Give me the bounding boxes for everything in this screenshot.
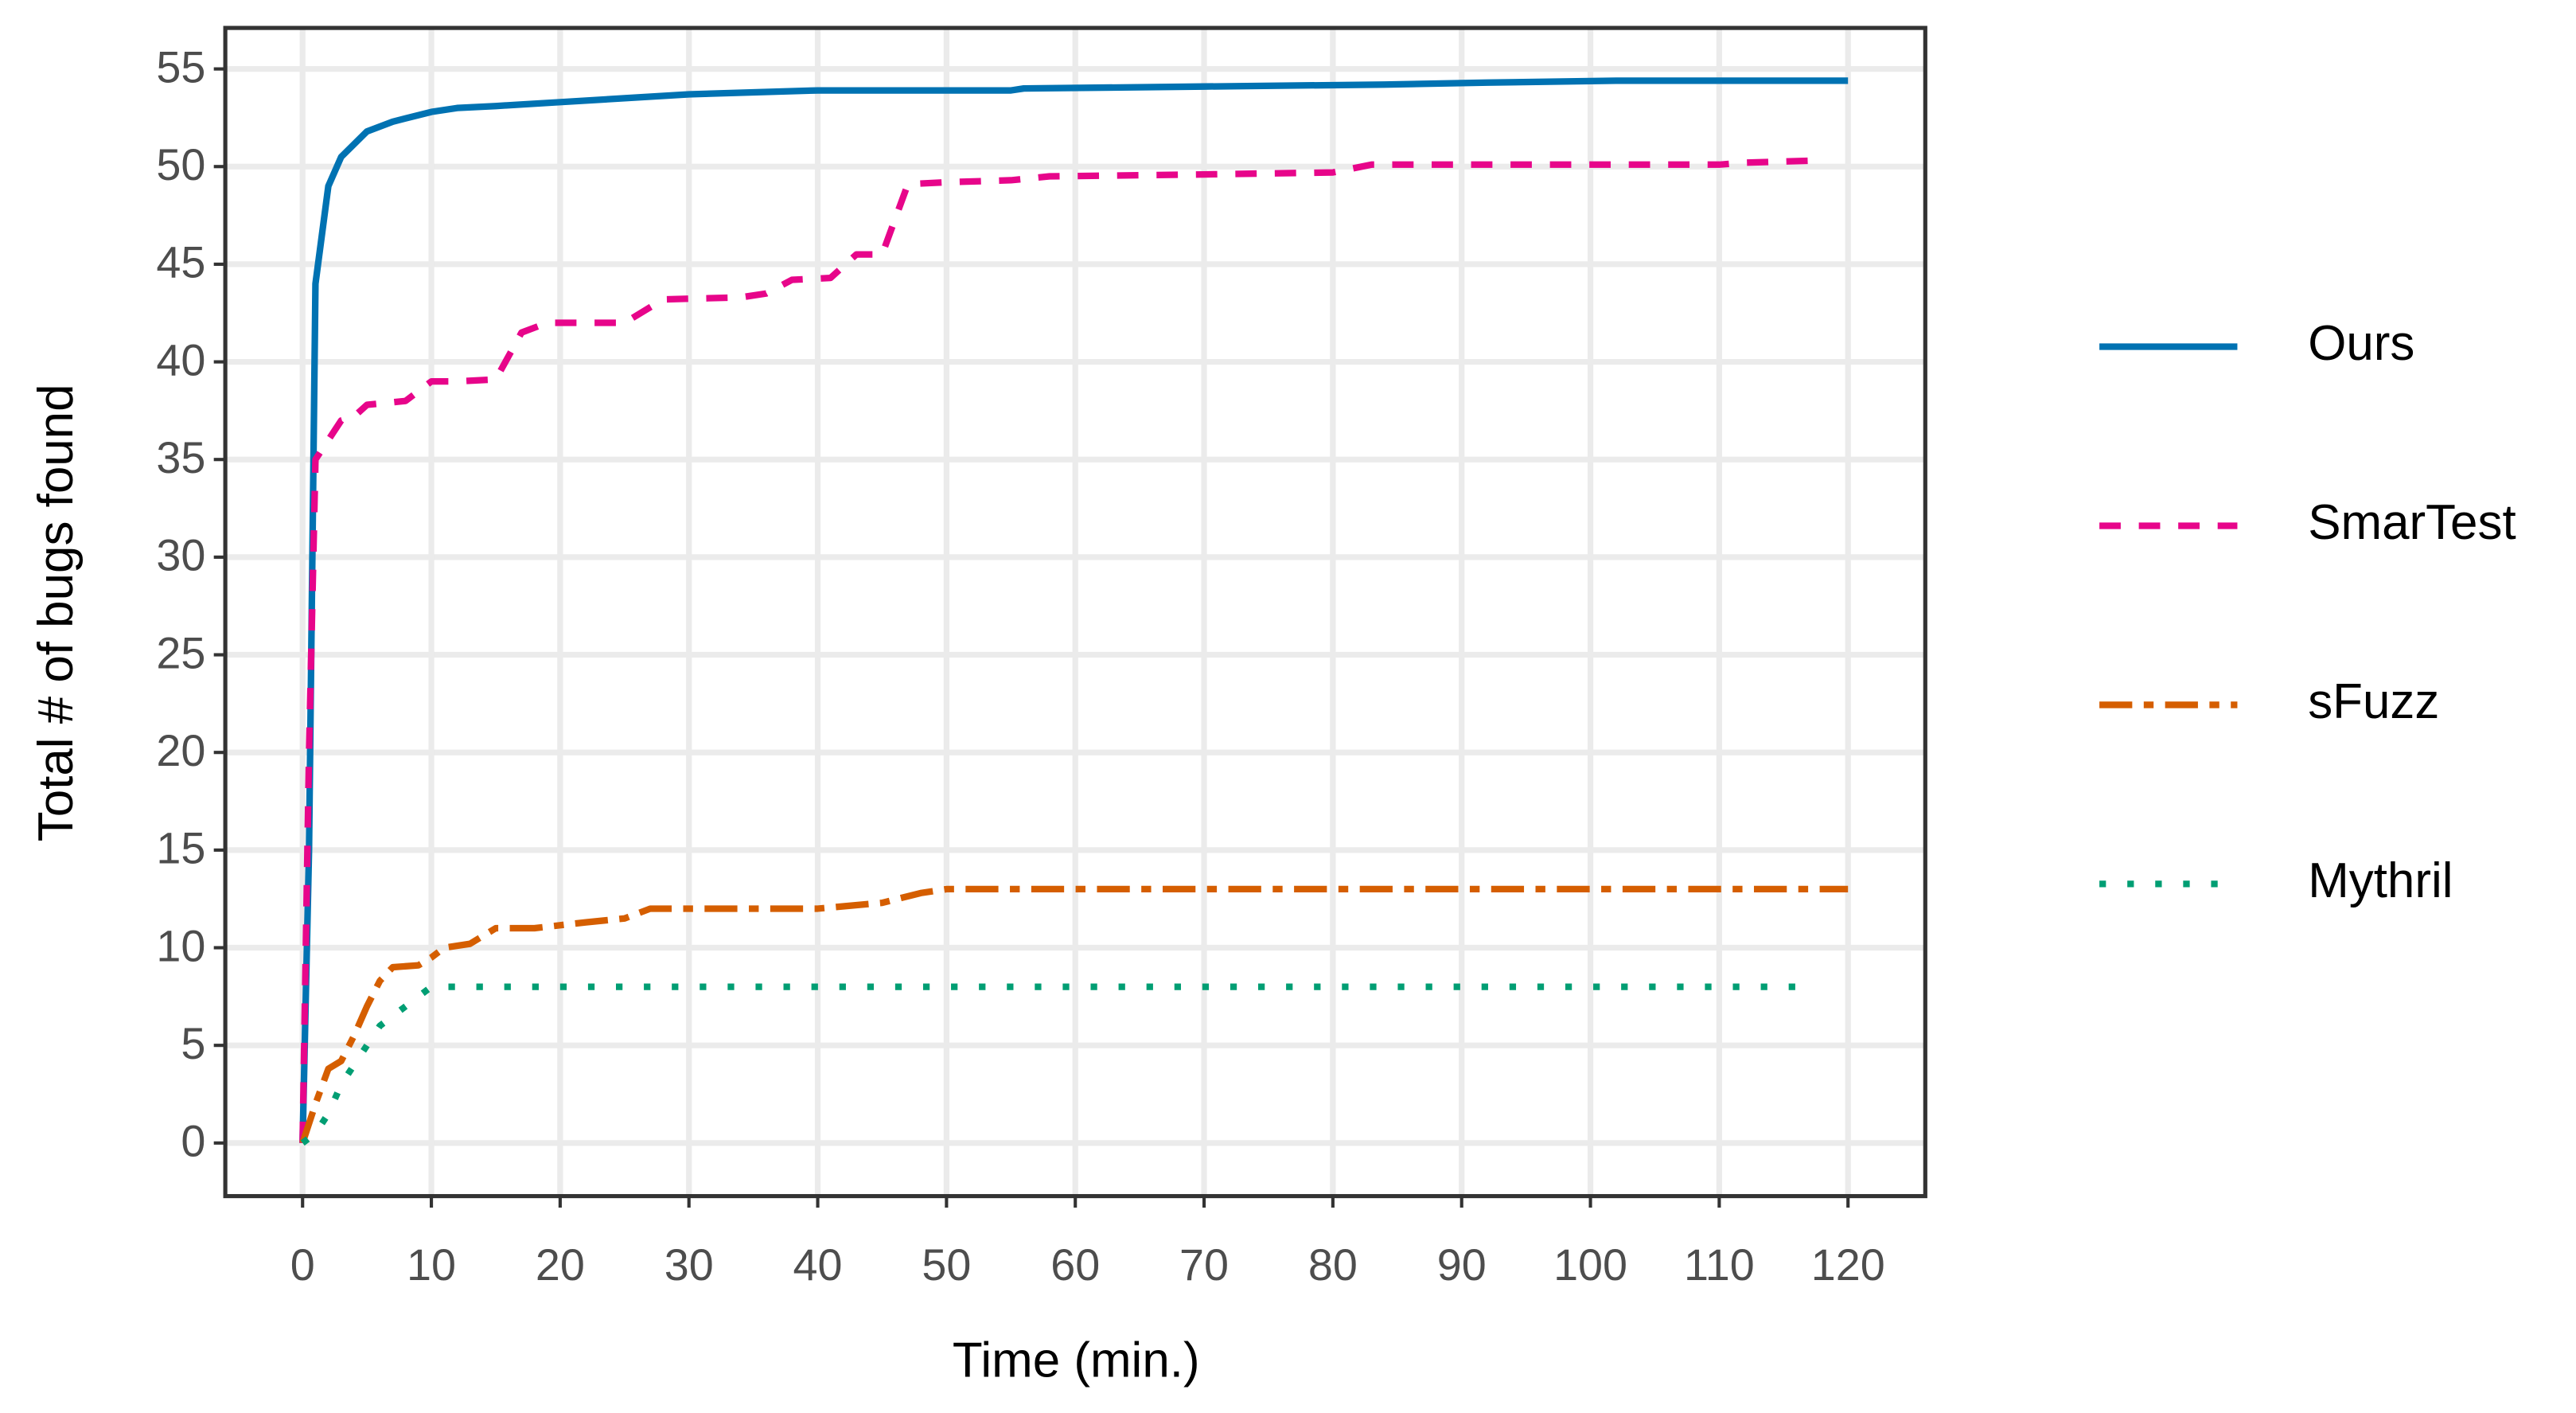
y-tick-label: 25 <box>156 628 205 677</box>
legend-label: sFuzz <box>2308 674 2439 729</box>
series-line <box>300 983 1810 1146</box>
legend-label: Ours <box>2308 316 2414 371</box>
y-tick-label: 50 <box>156 140 205 189</box>
x-tick-label: 30 <box>664 1240 714 1290</box>
x-axis-label: Time (min.) <box>953 1333 1200 1388</box>
y-tick-label: 55 <box>156 42 205 92</box>
x-tick-label: 20 <box>536 1240 585 1290</box>
x-tick-label: 80 <box>1308 1240 1358 1290</box>
series-line <box>299 157 1810 1143</box>
legend-label: Mythril <box>2308 853 2453 908</box>
x-tick-label: 0 <box>290 1240 315 1290</box>
legend-label: SmarTest <box>2308 495 2516 550</box>
y-tick-label: 30 <box>156 531 205 580</box>
x-tick-label: 90 <box>1437 1240 1487 1290</box>
y-tick-label: 35 <box>156 433 205 482</box>
x-tick-label: 100 <box>1553 1240 1627 1290</box>
series-line <box>299 885 1849 1145</box>
x-tick-label: 50 <box>922 1240 971 1290</box>
y-tick-label: 15 <box>156 824 205 873</box>
x-tick-label: 120 <box>1811 1240 1885 1290</box>
y-tick-label: 20 <box>156 726 205 775</box>
y-axis-label: Total # of bugs found <box>29 384 84 841</box>
plot-border <box>223 25 1927 1199</box>
y-tick-label: 10 <box>156 921 205 970</box>
y-tick-label: 5 <box>181 1019 205 1068</box>
series-line <box>299 77 1849 1143</box>
y-tick-label: 0 <box>181 1117 205 1166</box>
x-tick-label: 10 <box>407 1240 456 1290</box>
x-tick-label: 40 <box>793 1240 843 1290</box>
x-tick-label: 110 <box>1684 1240 1755 1290</box>
y-tick-label: 40 <box>156 335 205 384</box>
y-tick-label: 45 <box>156 238 205 287</box>
x-tick-label: 60 <box>1050 1240 1100 1290</box>
x-tick-label: 70 <box>1179 1240 1229 1290</box>
